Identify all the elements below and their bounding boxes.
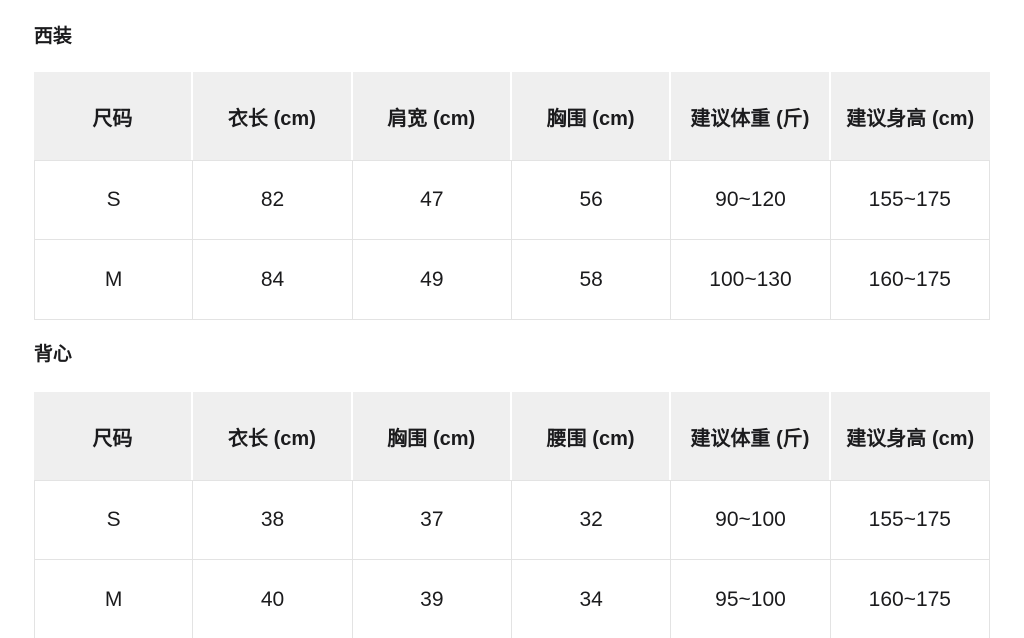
column-header-height: 建议身高 (cm): [830, 72, 990, 160]
cell-height: 155~175: [830, 480, 990, 560]
cell-length: 38: [193, 480, 353, 560]
suit-header-row: 尺码 衣长 (cm) 肩宽 (cm) 胸围 (cm) 建议体重 (斤) 建议身高…: [34, 72, 990, 160]
table-row-s: S 82 47 56 90~120 155~175: [34, 160, 990, 240]
cell-size: S: [34, 480, 194, 560]
cell-waist: 34: [511, 560, 672, 638]
cell-weight: 90~100: [671, 480, 831, 560]
cell-weight: 100~130: [671, 240, 831, 320]
column-header-height: 建议身高 (cm): [830, 392, 990, 480]
column-header-weight: 建议体重 (斤): [671, 392, 831, 480]
column-header-shoulder: 肩宽 (cm): [352, 72, 512, 160]
table-row-m: M 40 39 34 95~100 160~175: [34, 560, 990, 638]
column-header-length: 衣长 (cm): [193, 392, 353, 480]
table-row-m: M 84 49 58 100~130 160~175: [34, 240, 990, 320]
vest-section-title: 背心: [34, 344, 73, 365]
column-header-size: 尺码: [34, 72, 194, 160]
cell-height: 155~175: [830, 160, 990, 240]
cell-weight: 90~120: [671, 160, 831, 240]
cell-shoulder: 47: [352, 160, 512, 240]
column-header-weight: 建议体重 (斤): [671, 72, 831, 160]
cell-length: 84: [193, 240, 353, 320]
column-header-waist: 腰围 (cm): [511, 392, 672, 480]
vest-size-table: 尺码 衣长 (cm) 胸围 (cm) 腰围 (cm) 建议体重 (斤) 建议身高…: [34, 392, 990, 638]
column-header-chest: 胸围 (cm): [352, 392, 512, 480]
cell-height: 160~175: [830, 560, 990, 638]
cell-height: 160~175: [830, 240, 990, 320]
suit-size-section: 西装 尺码 衣长 (cm) 肩宽 (cm) 胸围 (cm) 建议体重 (斤) 建…: [34, 26, 990, 320]
cell-size: M: [34, 560, 194, 638]
table-row-s: S 38 37 32 90~100 155~175: [34, 480, 990, 560]
column-header-size: 尺码: [34, 392, 194, 480]
cell-size: M: [34, 240, 194, 320]
cell-chest: 58: [511, 240, 672, 320]
cell-waist: 32: [511, 480, 672, 560]
cell-length: 40: [193, 560, 353, 638]
cell-shoulder: 49: [352, 240, 512, 320]
cell-chest: 39: [352, 560, 512, 638]
column-header-length: 衣长 (cm): [193, 72, 353, 160]
suit-section-title: 西装: [34, 26, 73, 47]
column-header-chest: 胸围 (cm): [511, 72, 672, 160]
cell-chest: 56: [511, 160, 672, 240]
cell-weight: 95~100: [671, 560, 831, 638]
cell-chest: 37: [352, 480, 512, 560]
cell-length: 82: [193, 160, 353, 240]
suit-size-table: 尺码 衣长 (cm) 肩宽 (cm) 胸围 (cm) 建议体重 (斤) 建议身高…: [34, 72, 990, 320]
cell-size: S: [34, 160, 194, 240]
vest-header-row: 尺码 衣长 (cm) 胸围 (cm) 腰围 (cm) 建议体重 (斤) 建议身高…: [34, 392, 990, 480]
vest-size-section: 背心 尺码 衣长 (cm) 胸围 (cm) 腰围 (cm) 建议体重 (斤) 建…: [34, 344, 990, 638]
